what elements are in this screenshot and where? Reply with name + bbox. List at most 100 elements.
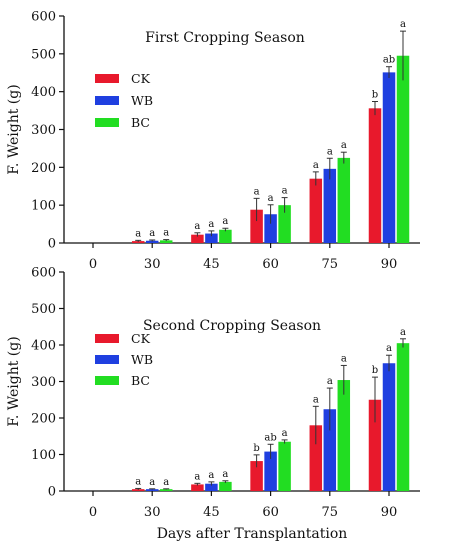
panel-second-season: 0 100 200 300 400 500 600 0 30 45 60 75 90 F. Weight … — [6, 266, 420, 542]
bar-ck — [250, 461, 263, 491]
bar-ck — [309, 425, 323, 491]
y-tick-label: 300 — [31, 375, 56, 390]
bar-ck — [191, 234, 204, 243]
significance-label-bc: a — [400, 327, 406, 338]
x-tick-label: 30 — [144, 257, 161, 272]
x-tick-label: 90 — [381, 257, 398, 272]
significance-label-wb: a — [386, 343, 392, 354]
bar-wb — [264, 214, 277, 243]
y-tick-label: 600 — [31, 10, 56, 25]
y-tick-label: 400 — [31, 85, 56, 100]
bar-bc — [278, 205, 291, 243]
significance-label-ck: a — [135, 228, 141, 239]
x-axis-title: Days after Transplantation — [157, 526, 348, 542]
bar-ck — [309, 178, 323, 243]
significance-label-wb: a — [149, 477, 155, 488]
x-tick-label: 0 — [89, 257, 97, 272]
x-tick-label: 60 — [262, 257, 279, 272]
bar-ck — [368, 399, 382, 491]
legend-swatch-wb — [95, 96, 119, 105]
legend-label-bc: BC — [131, 373, 150, 388]
bar-ck — [131, 489, 145, 491]
significance-label-bc: a — [341, 140, 347, 151]
legend-label-ck: CK — [131, 71, 151, 86]
significance-label-bc: a — [222, 216, 228, 227]
bar-ck — [131, 241, 145, 243]
bar-bc — [159, 240, 173, 243]
significance-label-ck: b — [253, 443, 259, 454]
legend-swatch-bc — [95, 118, 119, 127]
y-tick-label: 600 — [31, 266, 56, 281]
bar-bc — [159, 489, 173, 491]
significance-label-ck: a — [313, 160, 319, 171]
significance-label-bc: a — [282, 186, 288, 197]
bar-ck — [250, 209, 263, 243]
bar-bc — [396, 343, 410, 491]
significance-label-ck: a — [135, 476, 141, 487]
chart-title: Second Cropping Season — [143, 318, 321, 334]
x-tick-label: 75 — [322, 505, 339, 520]
x-tick-label: 45 — [203, 257, 220, 272]
bar-bc — [396, 55, 410, 243]
significance-label-ck: b — [372, 90, 378, 101]
significance-label-wb: a — [208, 470, 214, 481]
significance-label-wb: a — [327, 146, 333, 157]
bar-wb — [382, 363, 396, 491]
y-tick-label: 100 — [31, 448, 56, 463]
y-tick-label: 0 — [48, 485, 56, 500]
significance-label-ck: a — [313, 394, 319, 405]
y-tick-label: 200 — [31, 412, 56, 427]
significance-label-bc: a — [163, 228, 169, 239]
significance-label-ck: a — [194, 221, 200, 232]
significance-label-ck: b — [372, 365, 378, 376]
significance-label-wb: a — [208, 219, 214, 230]
y-tick-label: 400 — [31, 339, 56, 354]
x-tick-label: 60 — [262, 505, 279, 520]
significance-label-bc: a — [163, 477, 169, 488]
bar-bc — [219, 229, 232, 243]
x-tick-label: 0 — [89, 505, 97, 520]
legend-label-wb: WB — [131, 352, 153, 367]
y-tick-label: 500 — [31, 302, 56, 317]
y-tick-label: 100 — [31, 199, 56, 214]
significance-label-wb: ab — [264, 432, 276, 443]
legend-label-wb: WB — [131, 93, 153, 108]
significance-label-bc: a — [400, 19, 406, 30]
significance-label-bc: a — [282, 428, 288, 439]
significance-label-ck: a — [254, 186, 260, 197]
bar-wb — [382, 72, 396, 243]
significance-label-bc: a — [341, 353, 347, 364]
legend-label-ck: CK — [131, 331, 151, 346]
legend-swatch-wb — [95, 355, 119, 364]
legend-label-bc: BC — [131, 115, 150, 130]
bar-bc — [278, 441, 291, 491]
chart-title: First Cropping Season — [145, 30, 305, 46]
y-tick-label: 200 — [31, 161, 56, 176]
y-axis-title: F. Weight (g) — [6, 84, 22, 174]
significance-label-bc: a — [222, 469, 228, 480]
bar-ck — [368, 108, 382, 244]
y-axis-title: F. Weight (g) — [6, 336, 22, 426]
x-tick-label: 75 — [322, 257, 339, 272]
bar-wb — [264, 451, 277, 491]
x-tick-label: 30 — [144, 505, 161, 520]
y-tick-label: 0 — [48, 237, 56, 252]
bar-ck — [191, 484, 204, 491]
bar-bc — [337, 380, 351, 491]
bar-wb — [323, 409, 337, 491]
legend-swatch-bc — [95, 376, 119, 385]
bar-wb — [323, 168, 337, 243]
significance-label-wb: a — [149, 228, 155, 239]
bar-wb — [205, 483, 218, 491]
y-tick-label: 500 — [31, 47, 56, 62]
legend-swatch-ck — [95, 334, 119, 343]
bar-wb — [205, 233, 218, 243]
bar-wb — [145, 489, 159, 491]
bar-bc — [337, 157, 351, 243]
bar-bc — [219, 481, 232, 491]
significance-label-ck: a — [194, 471, 200, 482]
significance-label-wb: ab — [383, 55, 395, 66]
y-tick-label: 300 — [31, 123, 56, 138]
x-tick-label: 90 — [381, 505, 398, 520]
